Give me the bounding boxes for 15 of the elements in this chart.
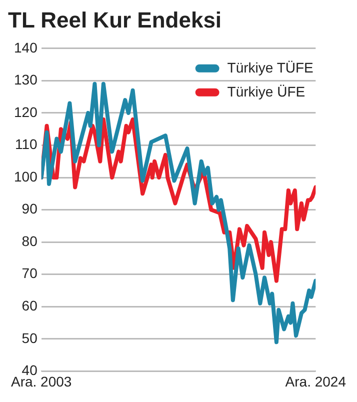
y-tick-label: 70 <box>22 265 38 282</box>
y-tick-label: 60 <box>22 298 38 314</box>
y-tick-label: 40 <box>22 362 38 378</box>
y-tick-label: 50 <box>22 330 38 346</box>
y-tick-label: 100 <box>14 168 38 184</box>
chart-title: TL Reel Kur Endeksi <box>8 7 222 32</box>
legend-label: Türkiye TÜFE <box>227 59 314 76</box>
y-tick-label: 130 <box>14 72 38 88</box>
y-tick-label: 140 <box>14 39 38 56</box>
x-tick-label: Ara. 2024 <box>285 373 346 390</box>
y-tick-label: 90 <box>22 200 38 217</box>
y-tick-label: 120 <box>14 104 38 120</box>
legend-label: Türkiye ÜFE <box>227 83 306 100</box>
y-tick-label: 80 <box>22 232 38 249</box>
y-tick-label: 110 <box>15 136 38 152</box>
